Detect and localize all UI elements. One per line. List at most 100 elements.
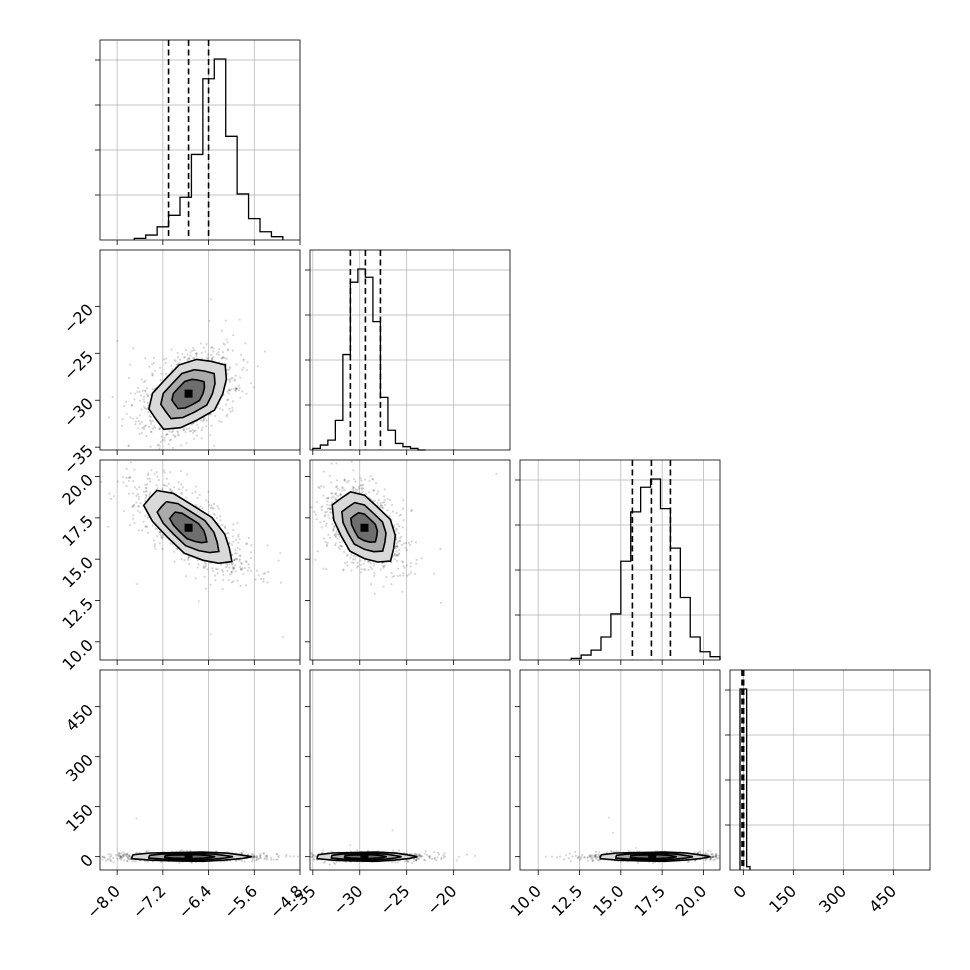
sample-point xyxy=(171,368,174,371)
sample-point xyxy=(256,365,259,368)
sample-point xyxy=(140,420,143,423)
sample-point xyxy=(195,352,198,355)
sample-point xyxy=(147,394,150,397)
sample-point xyxy=(329,511,332,514)
sample-point xyxy=(194,503,197,506)
sample-point xyxy=(170,490,173,493)
sample-point xyxy=(137,427,140,430)
sample-point xyxy=(177,481,180,484)
sample-point xyxy=(226,341,229,344)
sample-point xyxy=(222,570,225,573)
sample-point xyxy=(255,855,258,858)
sample-point xyxy=(240,562,244,565)
sample-point xyxy=(393,558,396,561)
sample-point xyxy=(233,559,236,562)
sample-point xyxy=(120,855,123,858)
sample-point xyxy=(154,547,157,550)
sample-point xyxy=(335,493,338,496)
sample-point xyxy=(242,359,245,362)
sample-point xyxy=(369,562,373,565)
sample-point xyxy=(323,537,326,540)
contour-outer xyxy=(148,358,228,431)
sample-point xyxy=(353,478,356,481)
contour-middle xyxy=(148,852,234,861)
sample-point xyxy=(112,495,116,498)
sample-point xyxy=(315,501,319,504)
sample-point xyxy=(148,365,151,368)
sample-point xyxy=(193,430,196,433)
sample-point xyxy=(127,476,130,479)
sample-point xyxy=(314,513,318,516)
sample-point xyxy=(343,479,346,482)
sample-point xyxy=(359,559,362,562)
sample-point xyxy=(112,861,115,864)
sample-point xyxy=(128,854,131,857)
sample-point xyxy=(225,403,228,406)
sample-point xyxy=(211,346,214,349)
sample-point xyxy=(410,861,414,865)
sample-point xyxy=(267,571,270,574)
sample-point xyxy=(215,516,218,520)
sample-point xyxy=(346,481,349,484)
sample-point xyxy=(239,554,242,558)
sample-point xyxy=(337,546,340,549)
sample-point xyxy=(140,378,143,381)
sample-point xyxy=(237,533,240,536)
sample-point xyxy=(145,487,148,490)
sample-point xyxy=(218,419,221,423)
sample-point xyxy=(232,387,235,390)
sample-point xyxy=(145,424,148,427)
sample-point xyxy=(186,357,189,360)
sample-point xyxy=(233,558,236,561)
sample-point xyxy=(270,858,273,861)
histogram-bars xyxy=(570,478,721,660)
sample-point xyxy=(210,353,213,356)
sample-point xyxy=(229,389,232,392)
sample-point xyxy=(359,563,362,566)
sample-point xyxy=(214,574,217,577)
sample-point xyxy=(125,467,128,470)
sample-point xyxy=(132,517,135,520)
sample-point xyxy=(170,489,173,492)
sample-point xyxy=(334,497,337,500)
sample-point xyxy=(395,550,398,553)
sample-point xyxy=(220,569,223,572)
scatter-points xyxy=(310,460,498,604)
sample-point xyxy=(226,564,229,567)
sample-point xyxy=(414,572,417,575)
sample-point xyxy=(189,354,192,357)
sample-point xyxy=(211,358,214,362)
sample-point xyxy=(148,477,151,480)
sample-point xyxy=(156,475,159,478)
sample-point xyxy=(322,494,325,497)
sample-point xyxy=(158,542,161,545)
sample-point xyxy=(222,573,225,577)
sample-point xyxy=(226,372,229,376)
sample-point xyxy=(383,498,386,501)
histogram-panel xyxy=(725,669,931,871)
sample-point xyxy=(156,487,159,490)
sample-point xyxy=(209,298,212,301)
sample-point xyxy=(352,561,355,564)
sample-point xyxy=(152,425,156,428)
sample-point xyxy=(155,484,158,487)
sample-point xyxy=(255,856,258,859)
sample-point xyxy=(415,859,418,862)
sample-point xyxy=(395,511,398,515)
sample-point xyxy=(399,574,402,577)
sample-point xyxy=(413,852,416,855)
sample-point xyxy=(195,352,198,355)
sample-point xyxy=(121,855,124,859)
sample-point xyxy=(440,856,443,859)
sample-point xyxy=(201,420,205,423)
sample-point xyxy=(236,521,239,525)
sample-point xyxy=(333,862,337,866)
sample-point xyxy=(395,528,398,531)
sample-point xyxy=(251,856,255,859)
sample-point xyxy=(217,507,220,510)
sample-point xyxy=(238,318,241,321)
sample-point xyxy=(133,486,137,489)
sample-point xyxy=(413,857,416,861)
sample-point xyxy=(145,525,148,528)
sample-point xyxy=(237,535,240,538)
